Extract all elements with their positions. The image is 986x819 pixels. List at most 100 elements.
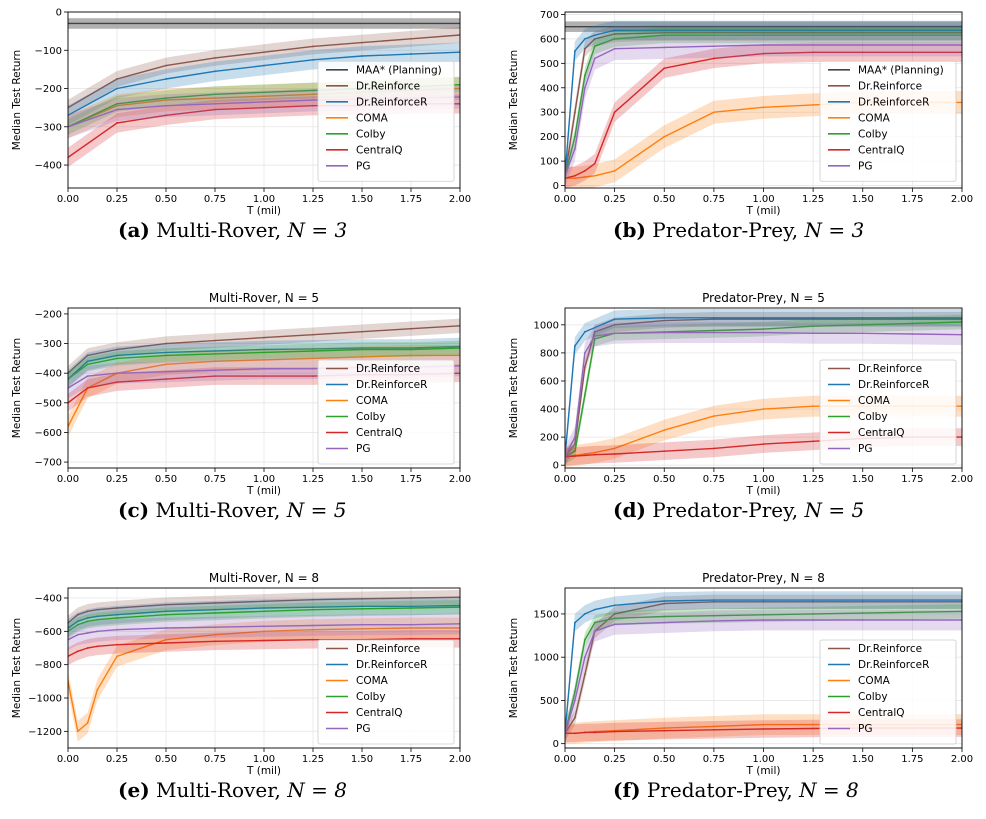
series-band	[565, 312, 962, 464]
x-tick-label: 2.00	[449, 474, 471, 485]
x-tick-label: 1.75	[901, 754, 923, 765]
data-point	[410, 605, 412, 608]
y-tick-label: −500	[35, 398, 62, 409]
data-point	[410, 348, 412, 351]
x-tick-label: 0.25	[106, 194, 128, 205]
data-point	[593, 174, 596, 177]
data-point	[214, 70, 216, 73]
legend: Dr.Reinforce Dr.ReinforceR COMA Colby Centra…	[819, 359, 957, 465]
data-point	[812, 723, 815, 726]
caption-f: (f) Predator-Prey, N = 8	[613, 778, 859, 802]
data-point	[361, 41, 363, 44]
y-tick-label: −400	[35, 161, 62, 172]
data-point	[812, 31, 815, 34]
x-tick-label: 1.50	[351, 194, 373, 205]
series-band	[68, 340, 460, 387]
y-tick-label: 400	[540, 83, 559, 94]
data-point	[663, 31, 666, 34]
data-point	[663, 615, 666, 618]
data-point	[214, 369, 216, 372]
legend-label: MAA* (Planning)	[858, 64, 944, 76]
data-point	[76, 650, 79, 653]
y-tick-label: 1500	[534, 609, 559, 620]
series-band	[565, 42, 962, 188]
y-axis-label: Median Test Return	[11, 618, 23, 718]
data-point	[861, 599, 864, 602]
data-point	[312, 350, 314, 352]
x-tick-label: 0.25	[106, 754, 128, 765]
data-point	[410, 623, 412, 626]
data-point	[574, 111, 576, 114]
data-point	[574, 699, 576, 702]
data-point	[583, 330, 586, 333]
data-point	[410, 37, 412, 40]
legend-label: CentralQ	[858, 707, 905, 719]
x-tick-label: 1.25	[802, 194, 824, 205]
data-point	[583, 453, 586, 455]
data-point	[165, 342, 167, 345]
data-point	[214, 612, 216, 614]
data-point	[116, 372, 118, 375]
data-point	[116, 617, 118, 619]
data-point	[574, 621, 576, 624]
y-tick-label: 400	[540, 405, 559, 416]
x-tick-label: 0.50	[653, 194, 675, 205]
x-tick-label: 1.50	[852, 754, 874, 765]
data-point	[911, 333, 914, 335]
data-point	[762, 29, 765, 32]
data-point	[86, 610, 89, 613]
data-point	[911, 31, 914, 34]
x-tick-label: 0.50	[653, 754, 675, 765]
data-point	[911, 29, 914, 32]
data-point	[911, 51, 914, 54]
data-point	[165, 351, 167, 354]
data-point	[214, 57, 216, 59]
data-point	[762, 613, 765, 616]
y-tick-label: 200	[540, 433, 559, 444]
data-point	[812, 316, 815, 319]
y-tick-label: 0	[553, 461, 559, 472]
data-point	[116, 104, 118, 107]
data-point	[165, 114, 167, 117]
chart-title: Predator-Prey, N = 5	[702, 291, 825, 305]
data-point	[361, 347, 363, 349]
data-point	[116, 78, 118, 80]
x-tick-label: 2.00	[449, 754, 471, 765]
data-point	[86, 647, 89, 649]
chart-d: 0.00 0.25 0.50 0.75 1.00 1.25 1.50 1.75 2.00 0 200…	[508, 291, 973, 497]
data-point	[574, 50, 576, 53]
data-point	[361, 55, 363, 57]
x-tick-label: 1.75	[400, 194, 422, 205]
data-point	[361, 348, 363, 351]
data-point	[861, 316, 864, 319]
data-point	[214, 360, 216, 363]
x-tick-label: 1.75	[901, 474, 923, 485]
series-line	[565, 321, 962, 458]
data-point	[762, 599, 765, 602]
x-tick-label: 1.25	[302, 474, 324, 485]
legend-label: Dr.ReinforceR	[356, 379, 427, 391]
legend-label: Dr.Reinforce	[858, 643, 922, 655]
x-tick-label: 0.75	[204, 474, 226, 485]
caption-text: Predator-Prey,	[645, 498, 805, 522]
data-point	[712, 599, 715, 602]
data-point	[663, 316, 666, 319]
data-point	[361, 330, 363, 333]
series-line	[565, 318, 962, 458]
data-point	[263, 106, 265, 109]
data-point	[593, 45, 596, 48]
caption-d: (d) Predator-Prey, N = 5	[613, 498, 864, 522]
data-point	[812, 599, 815, 602]
y-tick-label: 100	[540, 157, 559, 168]
caption-tag: (d)	[613, 498, 646, 522]
caption-n: N = 8	[287, 778, 347, 802]
data-point	[312, 45, 314, 48]
x-tick-label: 0.25	[603, 474, 625, 485]
series-line	[68, 604, 460, 629]
x-tick-label: 0.75	[204, 194, 226, 205]
caption-text: Multi-Rover,	[149, 498, 287, 522]
data-point	[312, 598, 314, 601]
data-point	[214, 608, 216, 611]
data-point	[762, 723, 765, 726]
data-point	[410, 354, 412, 357]
